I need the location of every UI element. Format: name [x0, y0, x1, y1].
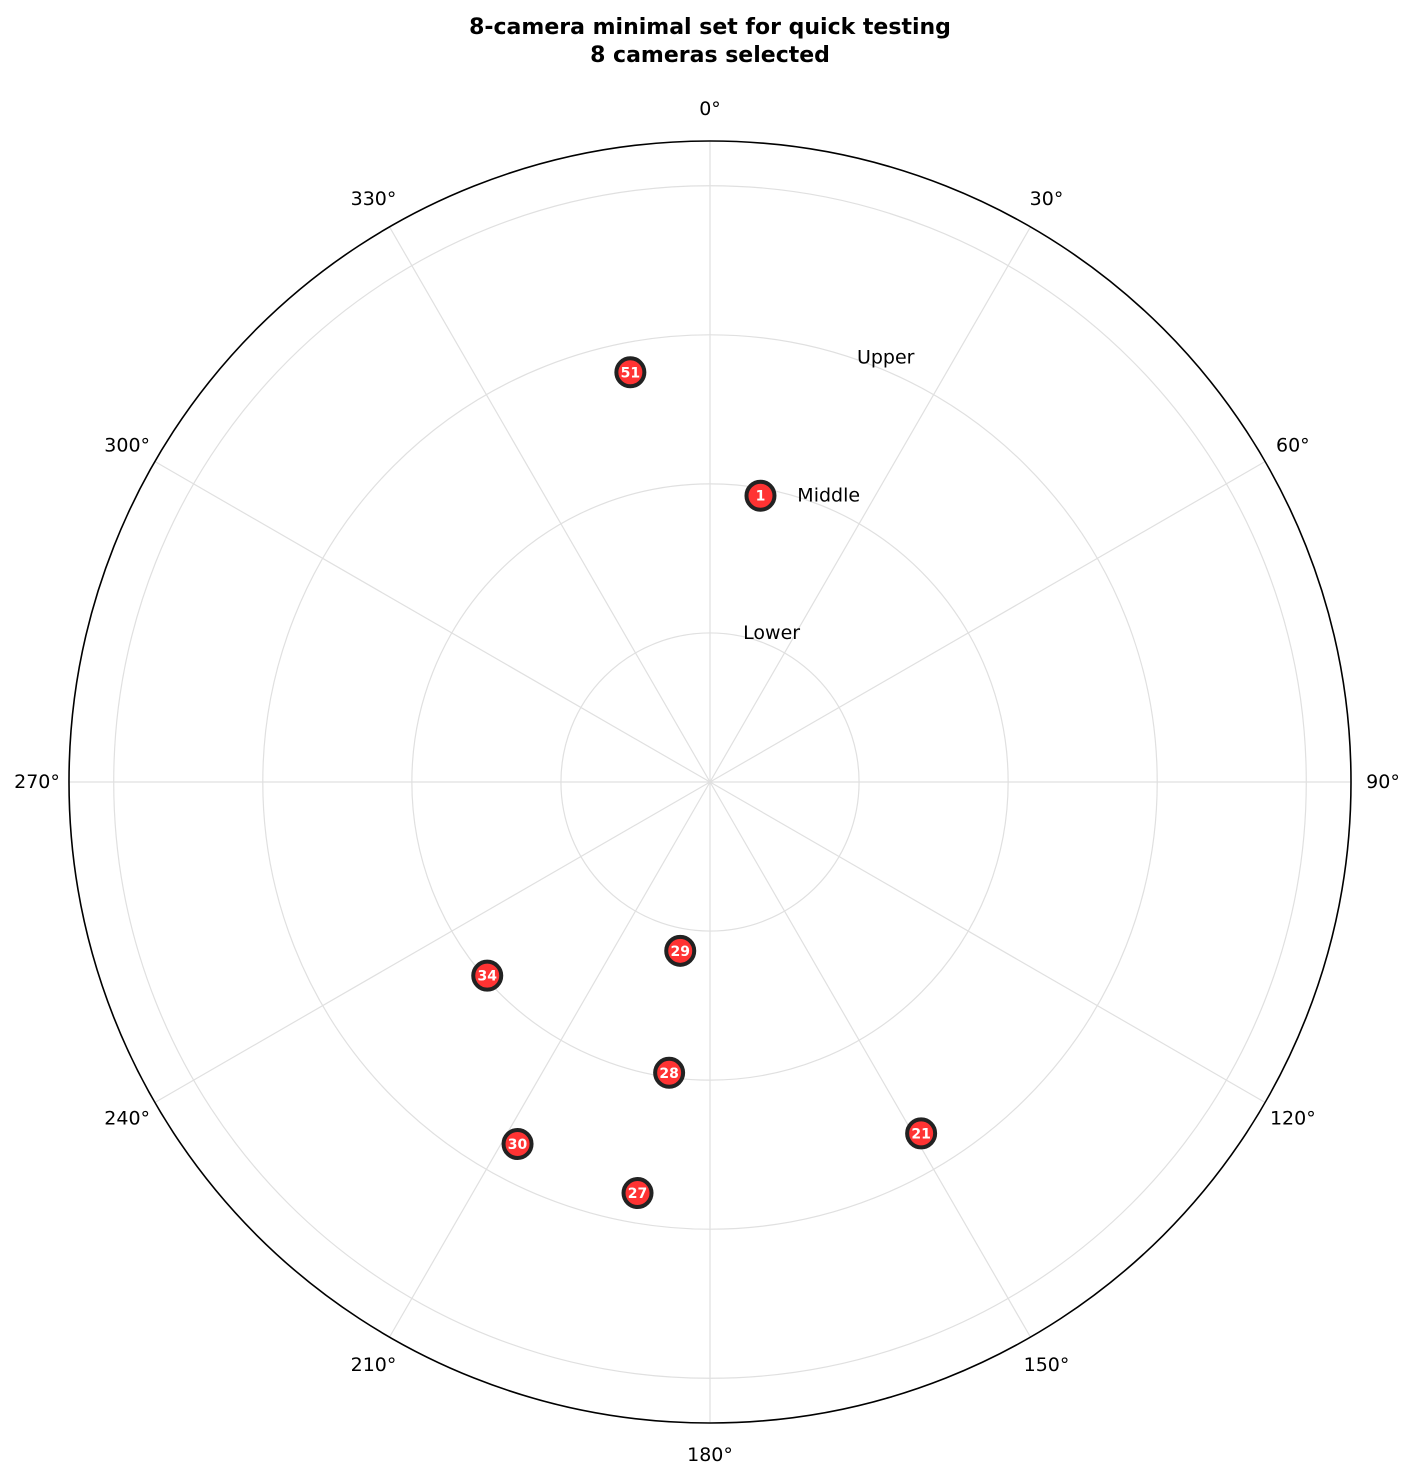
- camera-point: [744, 479, 777, 512]
- camera-point: [614, 356, 647, 389]
- camera-marker: 28: [653, 1056, 686, 1089]
- ring-gridline: [113, 185, 1307, 1379]
- spoke-line: [388, 781, 711, 1338]
- camera-id-label: 28: [659, 1066, 678, 1082]
- chart-title: 8-camera minimal set for quick testing: [469, 15, 951, 40]
- spoke-line: [709, 781, 1266, 1104]
- camera-id-label: 34: [477, 969, 497, 985]
- ring-gridline: [560, 632, 860, 932]
- ring-labels: Lower Middle Upper: [743, 347, 915, 644]
- angle-tick-label: 120°: [1270, 1108, 1316, 1130]
- ring-gridline: [262, 334, 1158, 1230]
- angle-tick-label: 270°: [14, 771, 60, 793]
- angle-tick-label: 30°: [1030, 188, 1064, 210]
- spoke-line: [709, 781, 1032, 1338]
- chart-subtitle: 8 cameras selected: [590, 43, 830, 68]
- spoke-line: [154, 781, 711, 1104]
- camera-marker: 27: [621, 1177, 654, 1210]
- spoke-line: [154, 460, 711, 783]
- angle-tick-label: 90°: [1366, 771, 1400, 793]
- camera-point: [905, 1117, 938, 1150]
- camera-id-label: 30: [508, 1137, 528, 1153]
- camera-point: [664, 934, 697, 967]
- camera-id-label: 1: [756, 489, 766, 505]
- angle-tick-label: 0°: [699, 98, 721, 120]
- angle-tick-label: 60°: [1276, 435, 1310, 457]
- polar-grid: [68, 140, 1352, 1424]
- camera-id-label: 21: [911, 1126, 930, 1142]
- spoke-line: [709, 226, 1032, 783]
- ring-label: Lower: [743, 622, 800, 644]
- ring-label: Upper: [857, 347, 915, 369]
- angle-tick-label: 150°: [1024, 1354, 1070, 1376]
- camera-marker: 29: [664, 934, 697, 967]
- spoke-line: [388, 226, 711, 783]
- camera-id-label: 51: [621, 365, 640, 381]
- angle-tick-label: 300°: [104, 435, 150, 457]
- camera-point: [653, 1056, 686, 1089]
- ring-label: Middle: [797, 484, 860, 506]
- camera-point: [501, 1127, 534, 1160]
- angle-tick-label: 240°: [104, 1108, 150, 1130]
- camera-point: [471, 959, 504, 992]
- camera-marker: 51: [614, 356, 647, 389]
- angle-tick-label: 210°: [351, 1354, 397, 1376]
- angle-tick-labels: 0° 30° 60° 90° 120° 150° 180° 210° 240° 270° 300° 3…: [14, 98, 1400, 1466]
- camera-point: [621, 1177, 654, 1210]
- spoke-line: [709, 460, 1266, 783]
- camera-marker: 34: [471, 959, 504, 992]
- camera-marker: 30: [501, 1127, 534, 1160]
- camera-marker: 1: [744, 479, 777, 512]
- angle-tick-label: 180°: [687, 1444, 733, 1466]
- camera-id-label: 29: [670, 944, 689, 960]
- outer-boundary: [68, 140, 1352, 1424]
- camera-marker: 21: [905, 1117, 938, 1150]
- camera-markers: 1 51 29 28 27 30 34 21: [471, 356, 938, 1210]
- angle-tick-label: 330°: [351, 188, 397, 210]
- camera-id-label: 27: [628, 1186, 647, 1202]
- ring-gridline: [411, 483, 1009, 1081]
